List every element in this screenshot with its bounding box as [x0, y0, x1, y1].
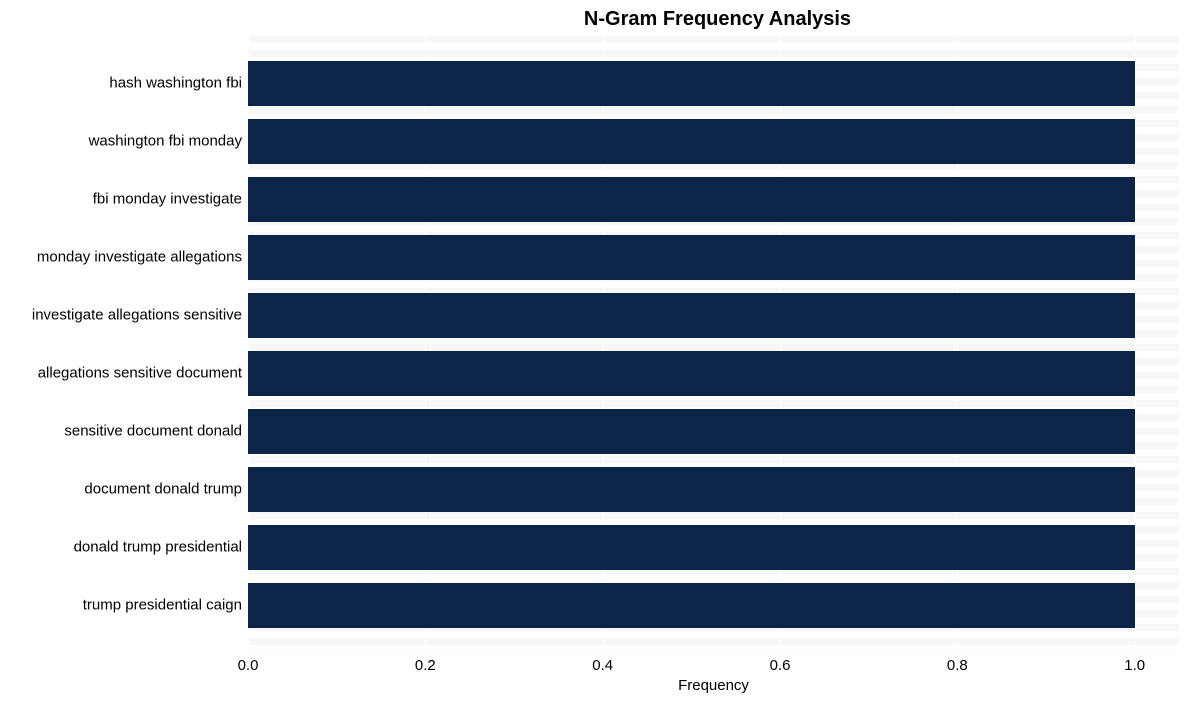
ngram-chart: N-Gram Frequency Analysis hash washingto… — [0, 0, 1187, 701]
y-tick-label: monday investigate allegations — [37, 249, 248, 266]
y-tick-label: donald trump presidential — [74, 539, 248, 556]
y-tick-label: sensitive document donald — [64, 423, 248, 440]
bar-row: trump presidential caign — [248, 576, 1179, 634]
x-axis: Frequency 0.00.20.40.60.81.0 — [248, 653, 1179, 701]
bar-row: hash washington fbi — [248, 55, 1179, 113]
bar-row: fbi monday investigate — [248, 171, 1179, 229]
bar — [248, 177, 1135, 221]
x-axis-label: Frequency — [678, 677, 749, 694]
y-tick-label: trump presidential caign — [83, 597, 248, 614]
x-tick-label: 0.6 — [770, 657, 791, 674]
bar — [248, 351, 1135, 395]
bar-row: document donald trump — [248, 460, 1179, 518]
x-tick-label: 0.4 — [592, 657, 613, 674]
x-tick-label: 0.8 — [947, 657, 968, 674]
bar — [248, 525, 1135, 569]
bar-row: investigate allegations sensitive — [248, 287, 1179, 345]
bar-row: washington fbi monday — [248, 113, 1179, 171]
x-tick-label: 0.0 — [238, 657, 259, 674]
bar-row: monday investigate allegations — [248, 229, 1179, 287]
y-tick-label: investigate allegations sensitive — [32, 307, 248, 324]
bar — [248, 583, 1135, 627]
bar-row: donald trump presidential — [248, 518, 1179, 576]
y-tick-label: allegations sensitive document — [38, 365, 248, 382]
chart-title: N-Gram Frequency Analysis — [256, 8, 1179, 31]
bar-row: sensitive document donald — [248, 402, 1179, 460]
bar — [248, 467, 1135, 511]
y-tick-label: document donald trump — [84, 481, 248, 498]
y-tick-label: fbi monday investigate — [93, 191, 248, 208]
bars-container: hash washington fbiwashington fbi monday… — [248, 36, 1179, 653]
y-tick-label: washington fbi monday — [89, 133, 248, 150]
y-tick-label: hash washington fbi — [109, 75, 248, 92]
plot-area: hash washington fbiwashington fbi monday… — [248, 36, 1179, 653]
bar — [248, 293, 1135, 337]
bar — [248, 409, 1135, 453]
bar — [248, 235, 1135, 279]
bar — [248, 61, 1135, 105]
x-tick-label: 1.0 — [1124, 657, 1145, 674]
bar-row: allegations sensitive document — [248, 345, 1179, 403]
bar — [248, 119, 1135, 163]
x-tick-label: 0.2 — [415, 657, 436, 674]
